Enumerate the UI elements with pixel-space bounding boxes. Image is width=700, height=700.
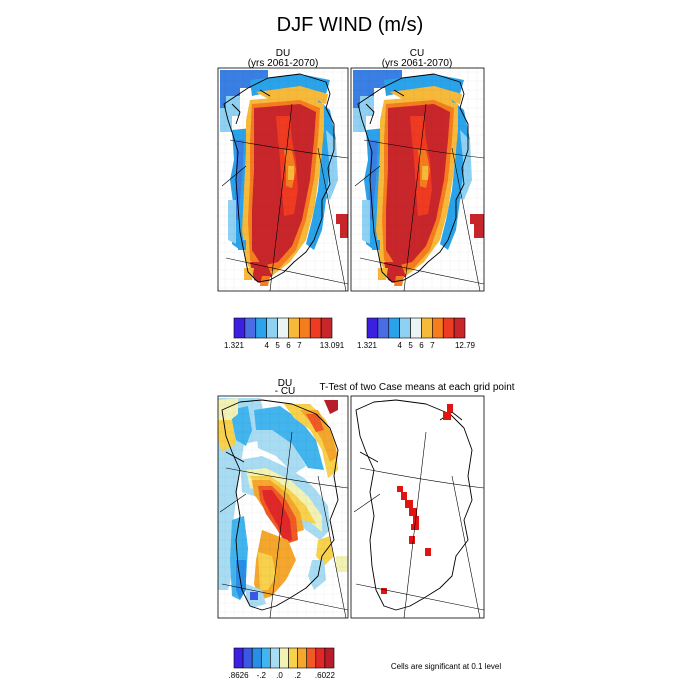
colorbar-du-tick-label: 7 [297,341,302,350]
map-panel-diff-frame [217,395,349,619]
significance-note: Cells are significant at 0.1 level [391,662,502,671]
panel-diff-title-line2: - CU [275,386,296,397]
colorbar-du-tick-label: 5 [275,341,280,350]
colorbar-cu-swatch [366,317,379,339]
colorbar-diff-swatch [306,647,317,669]
colorbar-cu-swatch [377,317,390,339]
colorbar-du-swatch [309,317,322,339]
colorbar-du-swatch [288,317,300,339]
colorbar-diff-swatch [260,647,271,669]
colorbar-diff-swatch [297,647,308,669]
colorbar-du-swatch [320,317,333,339]
colorbar-cu-swatch [399,317,411,339]
colorbar-diff-swatch [242,647,253,669]
colorbar-du-swatch [299,317,311,339]
colorbar-du-swatch [233,317,246,339]
panel-du-title-line2: (yrs 2061-2070) [248,58,319,69]
colorbar-diff: .8626 -.2 .0 .2 .6022 [229,647,336,680]
colorbar-diff-swatch [324,647,335,669]
colorbar-du: 1.321 4 5 6 7 13.091 [224,317,345,350]
map-panel-diff [218,396,348,618]
colorbar-diff-swatch [315,647,326,669]
colorbar-diff-swatch [279,647,289,669]
colorbar-cu-swatch [388,317,400,339]
colorbar-cu-tick-label: 1.321 [357,341,378,350]
colorbar-diff-swatch [251,647,262,669]
map-panel-ttest [351,396,484,618]
colorbar-diff-swatch [288,647,298,669]
colorbar-du-tick-label: 1.321 [224,341,245,350]
panel-ttest-title: T-Test of two Case means at each grid po… [319,382,514,393]
colorbar-diff-tick-label: .6022 [315,671,336,680]
panel-du-title-line1: DU [276,48,290,59]
colorbar-du-swatch [277,317,289,339]
colorbar-diff-swatch [233,647,244,669]
map-panel-ttest-frame [350,395,485,619]
panel-cu-title-line2: (yrs 2061-2070) [382,58,453,69]
colorbar-cu-tick-label: 6 [419,341,424,350]
colorbar-cu: 1.321 4 5 6 7 12.79 [357,317,476,350]
colorbar-du-swatch [244,317,257,339]
colorbar-cu-swatch [432,317,444,339]
figure-title: DJF WIND (m/s) [277,14,424,36]
colorbar-du-tick-label: 13.091 [320,341,345,350]
colorbar-du-tick-label: 4 [264,341,269,350]
colorbar-cu-tick-label: 12.79 [455,341,476,350]
map-panel-du [218,68,348,291]
colorbar-cu-swatch [410,317,422,339]
colorbar-cu-swatch [453,317,466,339]
colorbar-du-tick-label: 6 [286,341,291,350]
colorbar-cu-swatch [421,317,433,339]
colorbar-diff-tick-label: .8626 [229,671,250,680]
colorbar-cu-tick-label: 5 [408,341,413,350]
panel-diff-title-line1: DU [278,378,292,389]
colorbar-cu-swatch [442,317,455,339]
panel-diff-title: DU - CU [275,378,296,397]
colorbar-cu-tick-label: 4 [397,341,402,350]
panel-cu-title-line1: CU [410,48,424,59]
map-panel-cu-frame [350,67,485,292]
colorbar-diff-tick-label: .0 [276,671,283,680]
colorbar-du-swatch [266,317,278,339]
map-panel-cu [351,68,484,291]
colorbar-diff-tick-label: -.2 [257,671,267,680]
colorbar-diff-tick-label: .2 [294,671,301,680]
map-panel-du-frame [217,67,349,292]
panel-cu-title: CU (yrs 2061-2070) [382,48,453,69]
colorbar-cu-tick-label: 7 [430,341,435,350]
colorbar-diff-swatch [270,647,280,669]
panel-du-title: DU (yrs 2061-2070) [248,48,319,69]
colorbar-du-swatch [255,317,267,339]
